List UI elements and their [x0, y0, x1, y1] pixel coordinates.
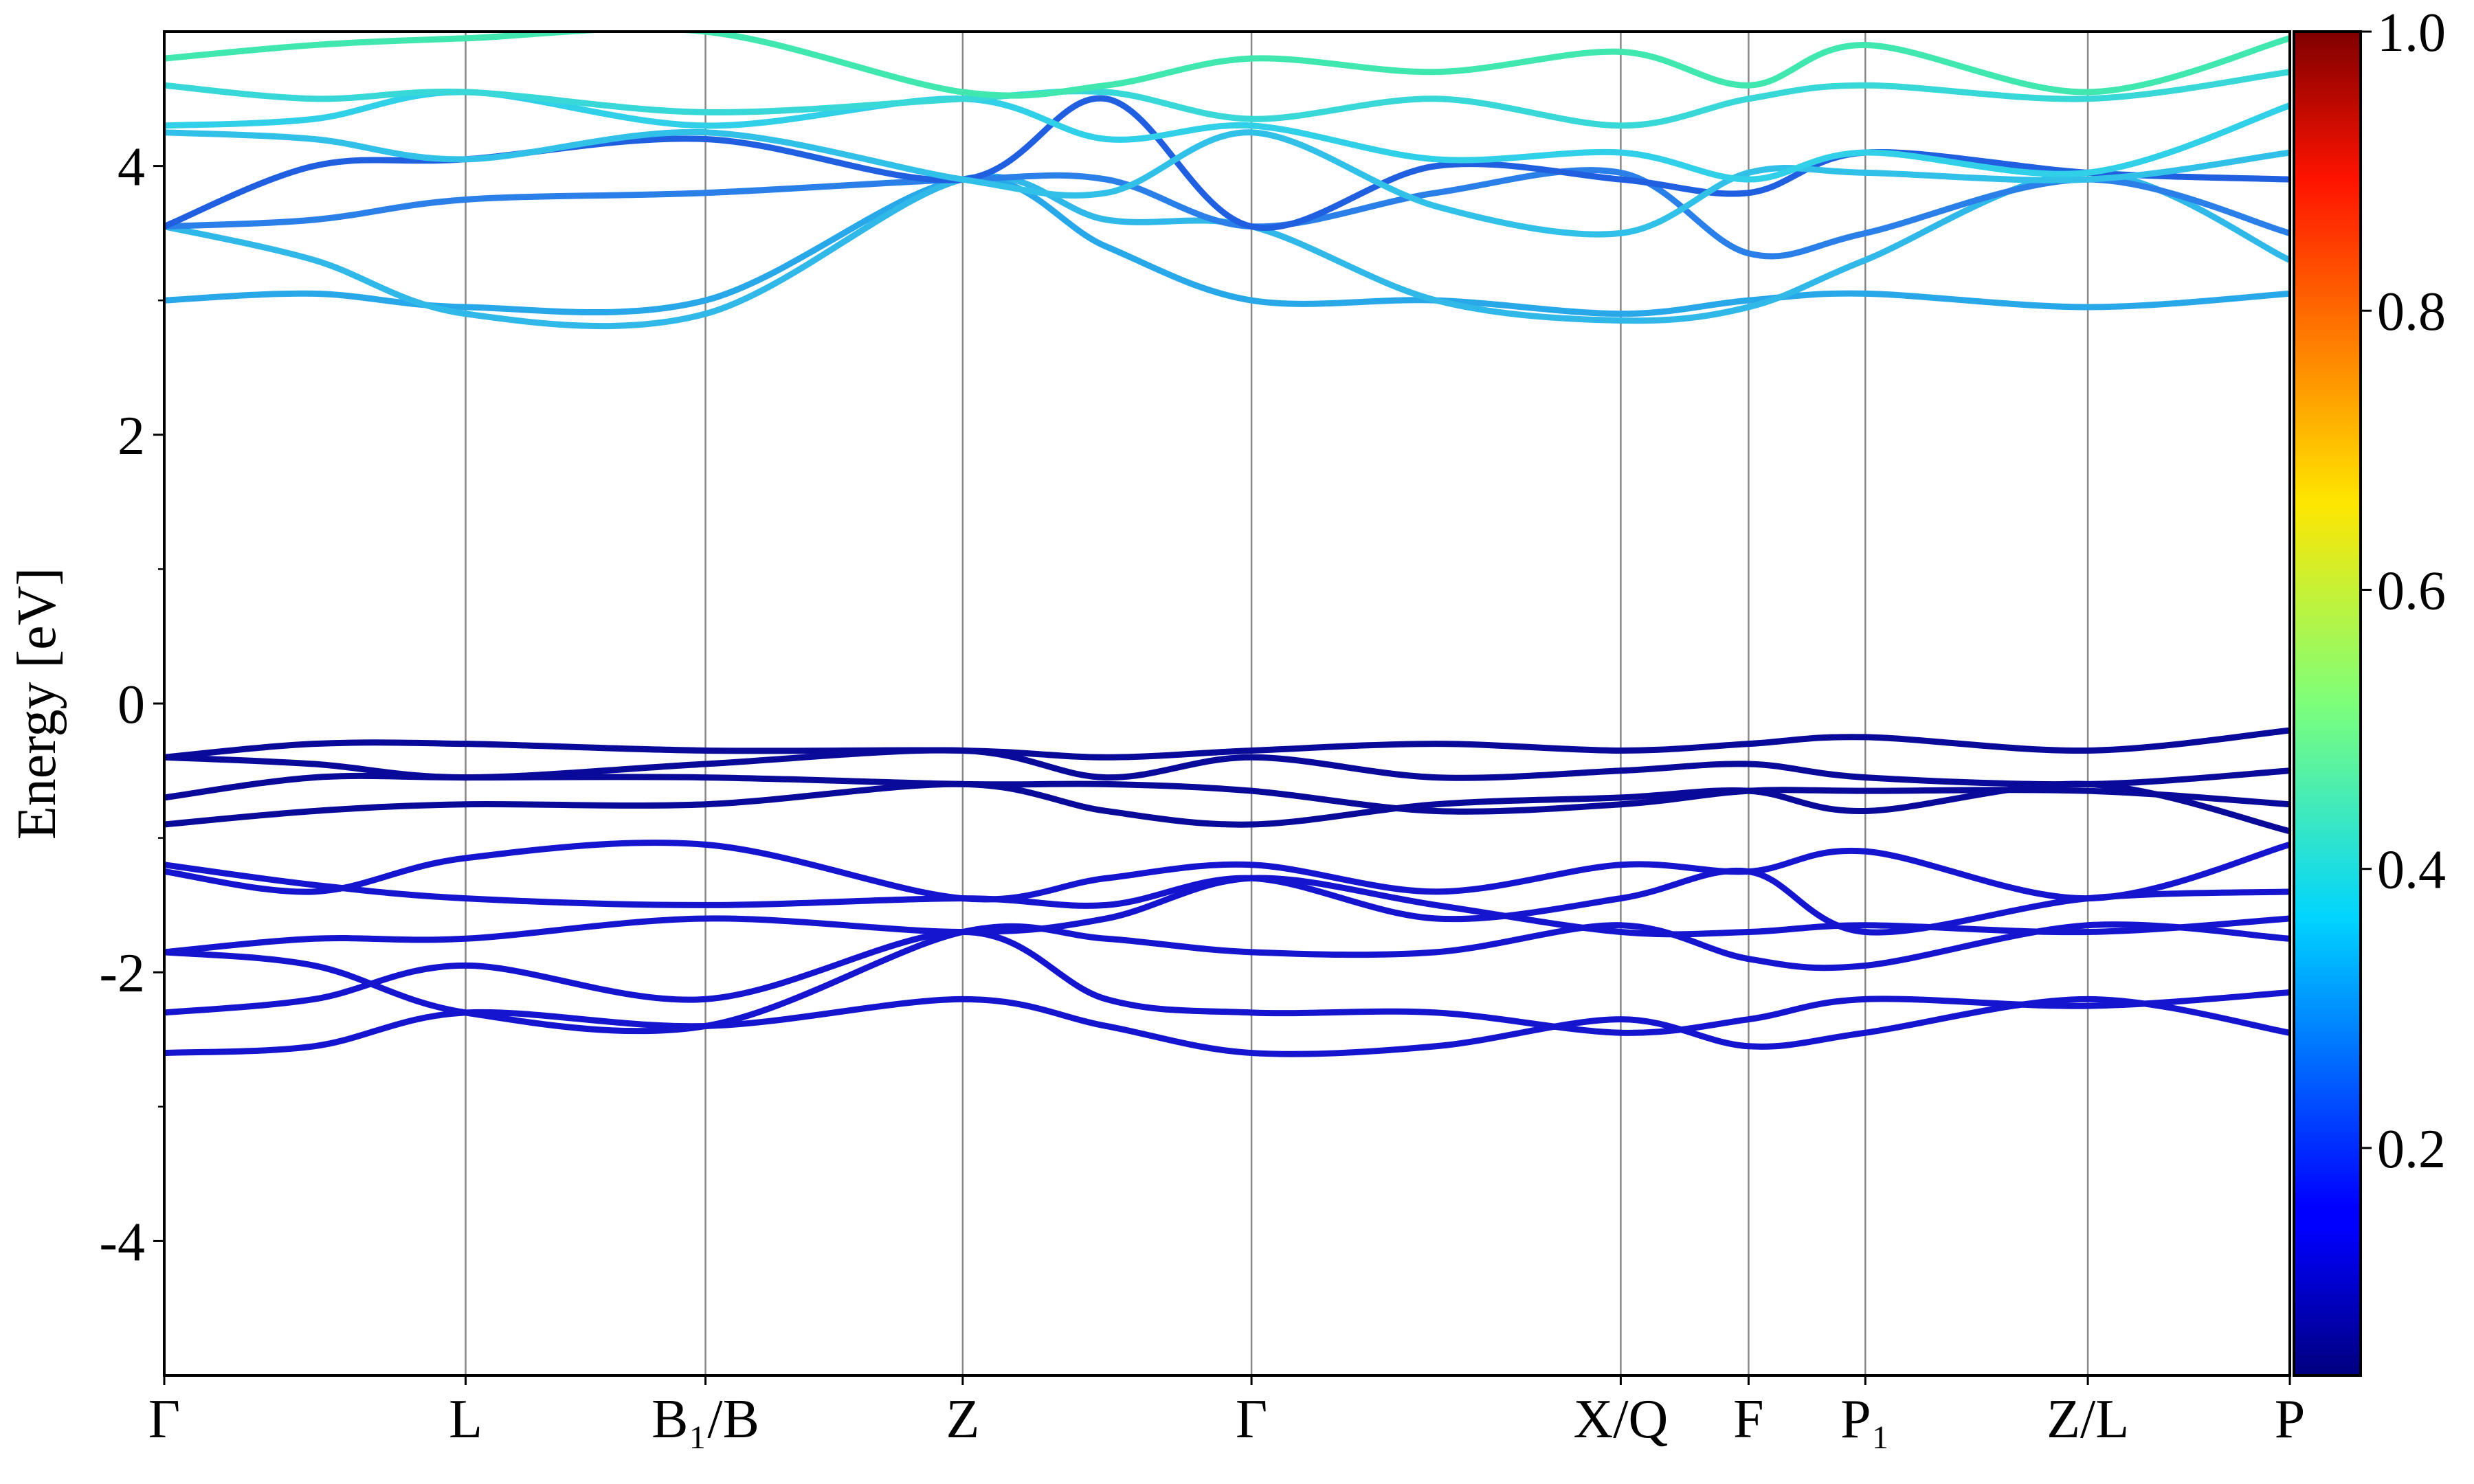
grid — [163, 32, 2291, 1375]
band-line — [164, 747, 2290, 788]
y-tick-label: 4 — [118, 137, 145, 198]
x-tick-label: B₁/B — [651, 1389, 759, 1450]
y-tick-label: -2 — [99, 943, 145, 1004]
band-line — [164, 996, 2290, 1057]
band-line — [164, 727, 2290, 761]
x-tick-label: L — [449, 1389, 482, 1450]
plot-frame — [163, 30, 2291, 1377]
band-line — [164, 128, 2290, 238]
axes: Γ L B₁/B Z Γ X/Q F P₁ Z/L P -4 -2 0 2 4 0.2 0.4 0.6 0.8 1.0 — [99, 3, 2446, 1450]
band-line — [164, 921, 2290, 1035]
band-line — [164, 175, 2290, 317]
band-line — [164, 69, 2290, 129]
x-tick-label: Γ — [148, 1389, 180, 1450]
colorbar-tick-label: 1.0 — [2377, 3, 2446, 63]
x-tick-label: Z — [946, 1389, 979, 1450]
y-tick-label: -4 — [99, 1212, 145, 1272]
colorbar — [2293, 30, 2362, 1377]
band-line — [164, 840, 2290, 903]
band-line — [164, 780, 2290, 835]
x-tick-label: X/Q — [1574, 1389, 1669, 1450]
band-line — [164, 862, 2290, 936]
x-tick-label: P₁ — [1840, 1389, 1890, 1450]
band-line — [164, 929, 2290, 1036]
band-line — [164, 32, 2290, 99]
y-axis-label: Energy [eV] — [7, 567, 67, 840]
x-tick-label: Z/L — [2047, 1389, 2129, 1450]
x-tick-label: F — [1733, 1389, 1764, 1450]
y-tick-label: 2 — [118, 406, 145, 466]
colorbar-tick-label: 0.4 — [2377, 840, 2446, 901]
colorbar-tick-label: 0.6 — [2377, 561, 2446, 621]
colorbar-tick-label: 0.2 — [2377, 1119, 2446, 1180]
x-tick-label: P — [2275, 1389, 2306, 1450]
band-line — [164, 875, 2290, 956]
colorbar-tick-label: 0.8 — [2377, 282, 2446, 342]
bands — [164, 32, 2290, 1057]
x-tick-label: Γ — [1236, 1389, 1267, 1450]
y-tick-label: 0 — [118, 675, 145, 735]
